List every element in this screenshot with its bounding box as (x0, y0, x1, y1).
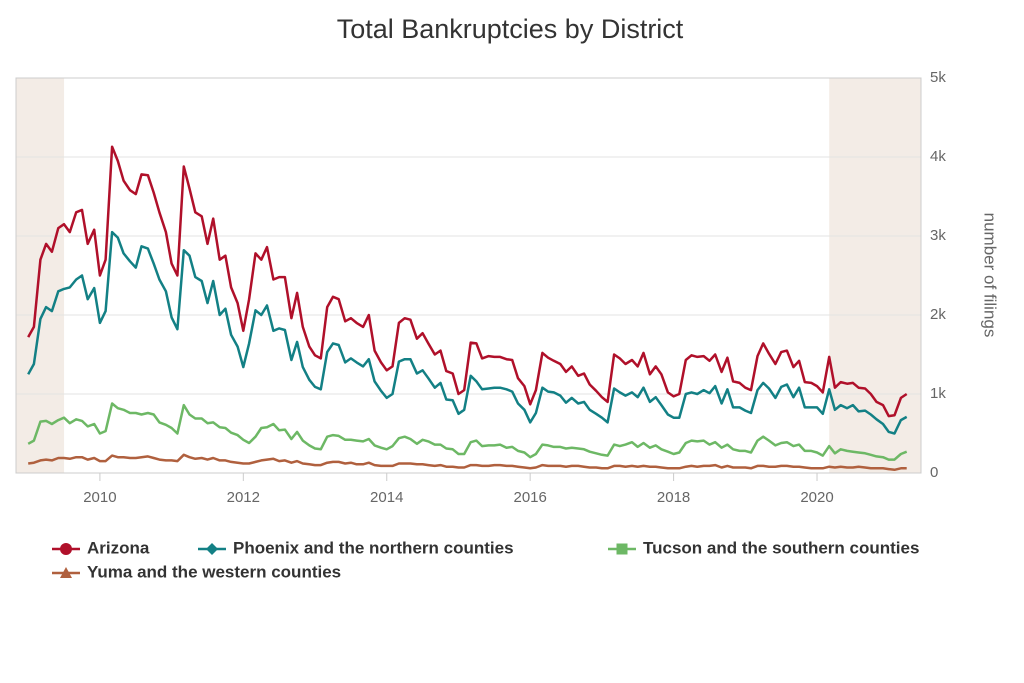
legend-marker (60, 567, 72, 578)
chart-title: Total Bankruptcies by District (337, 14, 684, 44)
legend-label: Tucson and the southern counties (643, 538, 919, 557)
series-line (27, 230, 908, 435)
legend-marker (60, 543, 72, 555)
legend-label: Arizona (87, 538, 150, 557)
x-tick-label: 2014 (370, 489, 403, 506)
x-tick-label: 2018 (657, 489, 690, 506)
y-tick-label: 1k (930, 385, 946, 402)
legend-label: Phoenix and the northern counties (233, 538, 514, 557)
y-tick-label: 3k (930, 227, 946, 244)
series-line (28, 453, 907, 472)
x-tick-label: 2020 (800, 489, 833, 506)
legend-marker (206, 543, 218, 555)
legend-marker (616, 543, 628, 555)
y-tick-label: 5k (930, 69, 946, 86)
y-tick-label: 4k (930, 148, 946, 165)
legend-label: Yuma and the western counties (87, 562, 341, 581)
plot-border (15, 77, 922, 474)
series-line (27, 145, 908, 418)
y-tick-label: 0 (930, 464, 938, 481)
series-line (27, 402, 908, 461)
x-tick-label: 2016 (513, 489, 546, 506)
x-tick-label: 2012 (227, 489, 260, 506)
shaded-range (829, 78, 921, 473)
y-tick-label: 2k (930, 306, 946, 323)
y-axis-label: number of filings (981, 213, 1000, 338)
x-tick-label: 2010 (83, 489, 116, 506)
